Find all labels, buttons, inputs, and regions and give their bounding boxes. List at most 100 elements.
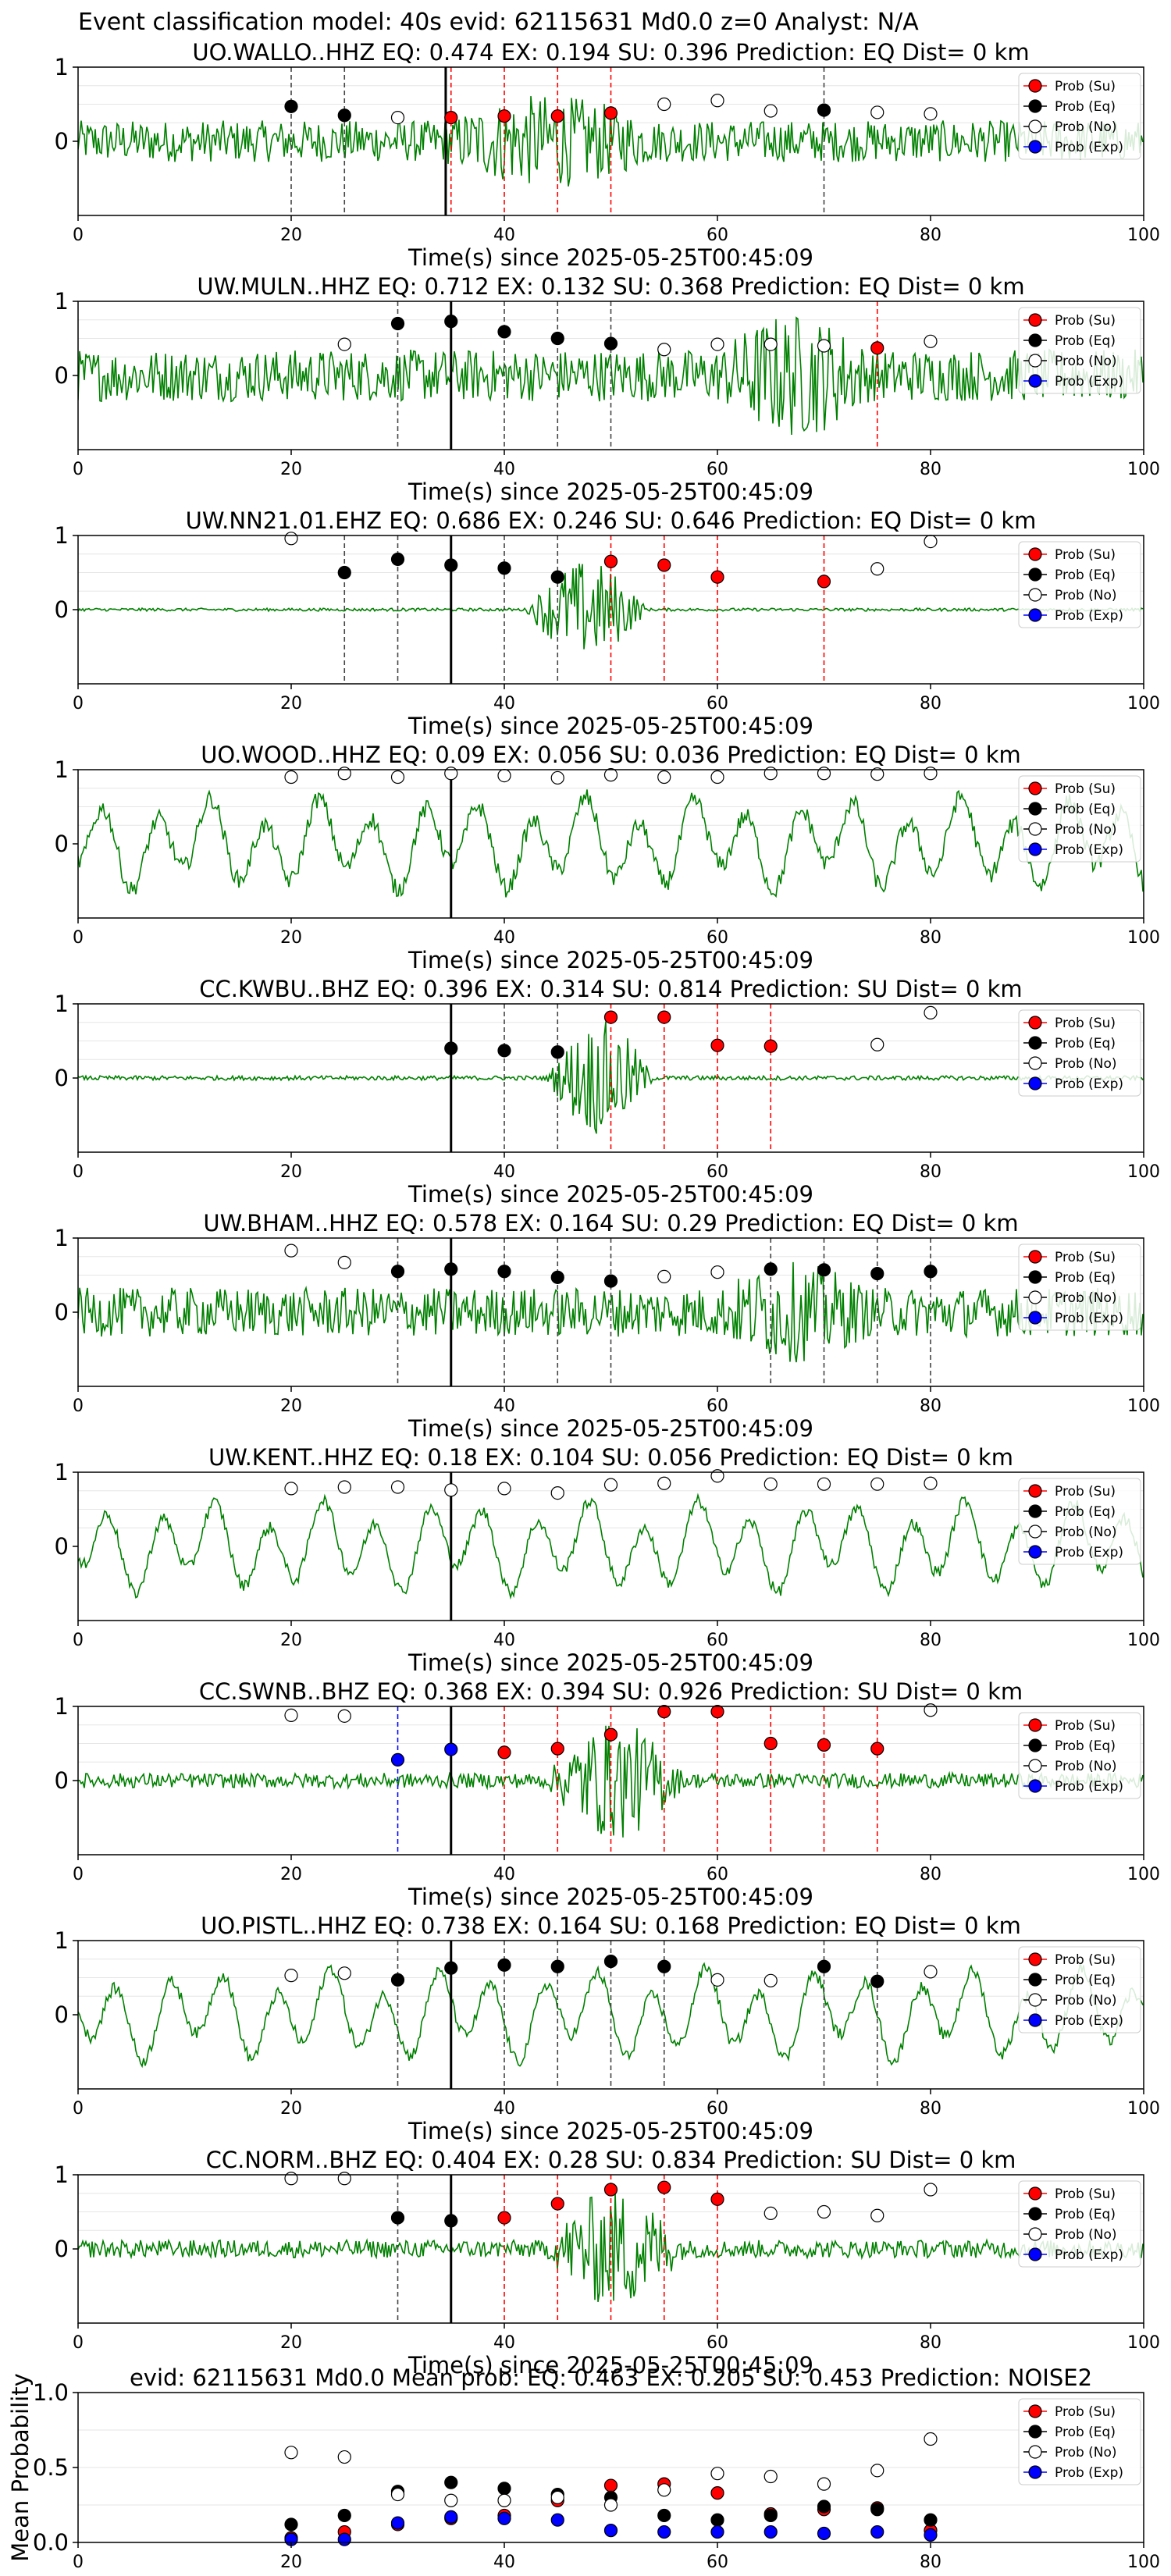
prob-point-no	[924, 767, 938, 781]
x-tick-label: 40	[493, 1162, 515, 1182]
x-tick-label: 100	[1127, 2333, 1160, 2353]
prob-point-no	[444, 1483, 458, 1497]
legend-marker-eq	[1028, 333, 1042, 347]
prob-point-no	[924, 534, 938, 549]
x-axis-label: Time(s) since 2025-05-25T00:45:09	[408, 1649, 813, 1676]
prob-point-eq	[550, 1270, 564, 1284]
x-tick-label: 60	[707, 1162, 728, 1182]
prob-point-su	[444, 111, 458, 125]
prob-point-su	[603, 2183, 618, 2197]
x-axis-label: Time(s) since 2025-05-25T00:45:09	[408, 1884, 813, 1910]
x-tick-label: 100	[1127, 1397, 1160, 1416]
prob-point-su	[870, 1742, 884, 1756]
y-tick-label: 1	[55, 1459, 69, 1485]
x-tick-label: 60	[707, 1631, 728, 1650]
legend-label-su: Prob (Su)	[1055, 1250, 1116, 1265]
legend-label-su: Prob (Su)	[1055, 547, 1116, 563]
x-tick-label: 0	[73, 2333, 84, 2353]
legend-label-exp: Prob (Exp)	[1055, 1311, 1123, 1326]
prob-point-no	[390, 111, 405, 125]
prob-point-eq	[924, 1265, 938, 1279]
legend-box	[1018, 1712, 1141, 1799]
x-tick-label: 40	[493, 1865, 515, 1884]
legend-marker-eq	[1028, 1504, 1042, 1518]
legend-label-no: Prob (No)	[1055, 1759, 1117, 1774]
prob-point-no	[284, 2446, 298, 2460]
prob-point-eq	[550, 1045, 564, 1059]
prob-point-no	[870, 2208, 884, 2222]
legend-marker-su	[1028, 1952, 1042, 1966]
prob-point-no	[603, 768, 618, 782]
x-tick-label: 60	[707, 226, 728, 245]
legend-marker-no	[1028, 822, 1042, 836]
prob-point-eq	[497, 325, 511, 339]
x-tick-label: 100	[1127, 1631, 1160, 1650]
prob-point-eq	[284, 2517, 298, 2532]
prob-point-no	[337, 2450, 351, 2464]
legend-marker-eq	[1028, 1738, 1042, 1752]
x-tick-label: 80	[920, 226, 941, 245]
prob-point-no	[284, 532, 298, 546]
y-tick-label: 1	[55, 522, 69, 549]
prob-point-no	[763, 104, 778, 118]
panel-0: UO.WALLO..HHZ EQ: 0.474 EX: 0.194 SU: 0.…	[55, 39, 1160, 271]
legend-marker-exp	[1028, 1779, 1042, 1793]
x-tick-label: 40	[493, 2333, 515, 2353]
waveform-trace	[78, 316, 1144, 436]
prob-point-no	[390, 1480, 405, 1494]
prob-point-no	[870, 1477, 884, 1491]
x-tick-label: 100	[1127, 1162, 1160, 1182]
legend-label-eq: Prob (Eq)	[1055, 2425, 1116, 2440]
prob-point-no	[817, 339, 831, 353]
prob-point-no	[870, 767, 884, 781]
prob-point-su	[550, 2197, 564, 2211]
x-axis-label: Time(s) since 2025-05-25T00:45:09	[408, 2352, 813, 2379]
prob-point-no	[924, 2432, 938, 2446]
prob-point-no	[870, 1037, 884, 1051]
prob-point-no	[444, 2493, 458, 2507]
prob-point-eq	[444, 2214, 458, 2228]
prob-point-exp	[817, 2526, 831, 2541]
y-tick-label: 1	[55, 2161, 69, 2188]
prob-point-no	[924, 1005, 938, 1020]
x-tick-label: 20	[280, 460, 302, 479]
x-tick-label: 20	[280, 928, 302, 948]
legend-label-no: Prob (No)	[1055, 2445, 1117, 2460]
prob-point-no	[763, 337, 778, 351]
x-tick-label: 100	[1127, 928, 1160, 948]
prob-point-eq	[817, 1263, 831, 1277]
y-tick-label: 0	[55, 1299, 69, 1325]
prob-point-exp	[497, 2511, 511, 2525]
x-tick-label: 20	[280, 1162, 302, 1182]
prob-point-exp	[337, 2532, 351, 2546]
legend-marker-exp	[1028, 2247, 1042, 2261]
legend-label-exp: Prob (Exp)	[1055, 842, 1123, 858]
x-tick-label: 80	[920, 1397, 941, 1416]
legend-marker-eq	[1028, 1270, 1042, 1284]
prob-point-su	[603, 554, 618, 568]
x-axis-label: Time(s) since 2025-05-25T00:45:09	[408, 2118, 813, 2144]
prob-point-su	[603, 1010, 618, 1024]
prob-point-eq	[444, 1961, 458, 1975]
prob-point-eq	[497, 561, 511, 575]
prob-point-no	[657, 2483, 671, 2497]
legend-label-su: Prob (Su)	[1055, 2404, 1116, 2420]
prob-point-no	[924, 334, 938, 348]
prob-point-no	[284, 1244, 298, 1258]
prob-point-eq	[337, 109, 351, 123]
y-tick-label: 1.0	[33, 2379, 69, 2406]
prob-point-exp	[550, 2513, 564, 2527]
panel-title: UW.KENT..HHZ EQ: 0.18 EX: 0.104 SU: 0.05…	[208, 1444, 1013, 1471]
legend-label-eq: Prob (Eq)	[1055, 2207, 1116, 2222]
legend-marker-su	[1028, 781, 1042, 795]
y-tick-label: 0.5	[33, 2454, 69, 2481]
y-tick-label: 1	[55, 1693, 69, 1720]
prob-point-su	[497, 2211, 511, 2225]
legend-marker-su	[1028, 313, 1042, 327]
prob-point-su	[550, 1742, 564, 1756]
prob-point-eq	[550, 331, 564, 346]
x-tick-label: 40	[493, 226, 515, 245]
y-tick-label: 0	[55, 362, 69, 389]
y-tick-label: 0	[55, 1767, 69, 1794]
